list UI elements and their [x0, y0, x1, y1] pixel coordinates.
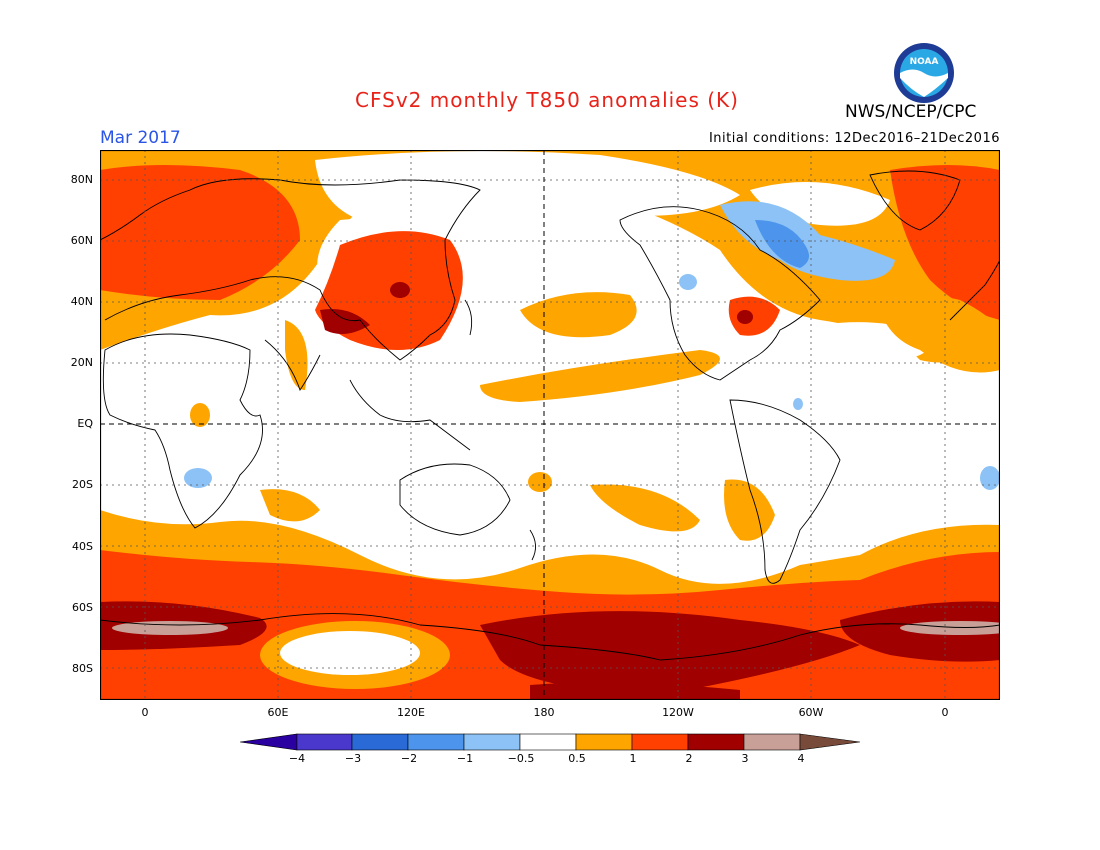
coast-nz	[529, 529, 536, 561]
colorbar	[240, 733, 861, 751]
lon-label: 120E	[397, 706, 425, 719]
colorbar-swatch	[631, 733, 689, 751]
anomaly-darkred-asia-1	[320, 309, 370, 334]
colorbar-swatch	[463, 733, 521, 751]
anomaly-darkred-us	[737, 310, 753, 324]
initial-conditions: Initial conditions: 12Dec2016–21Dec2016	[708, 131, 1000, 146]
agency-label: NWS/NCEP/CPC	[845, 102, 977, 122]
colorbar-label: −0.5	[507, 752, 535, 765]
map-title: CFSv2 monthly T850 anomalies (K)	[0, 88, 1100, 112]
lat-label: 60S	[72, 601, 93, 614]
anomaly-white-arctic	[315, 151, 740, 220]
anomaly-red-greenland	[890, 165, 1000, 320]
anomaly-red-europe	[100, 165, 300, 300]
anomaly-orange-indian-2	[285, 320, 308, 390]
anomaly-band-darkred-south-2	[480, 611, 860, 695]
lat-label: 40S	[72, 540, 93, 553]
anomaly-white-antarctic	[280, 631, 420, 675]
lon-label: 0	[141, 706, 149, 719]
lat-label: EQ	[77, 417, 93, 430]
map-frame	[100, 150, 1000, 700]
colorbar-label: 4	[797, 752, 805, 765]
anomaly-orange-africa	[190, 403, 210, 427]
anomaly-darkred-asia-2	[390, 282, 410, 298]
lat-label: 20N	[70, 356, 93, 369]
coast-greenland	[869, 170, 961, 231]
colorbar-label: 0.5	[568, 752, 586, 765]
lat-label: 80S	[72, 662, 93, 675]
colorbar-swatch	[575, 733, 633, 751]
colorbar-label: −3	[344, 752, 362, 765]
coast-europe	[949, 259, 1000, 321]
anomaly-orange-nepacific	[520, 292, 637, 338]
anomaly-orange-indian	[260, 489, 320, 522]
coast-japan	[464, 299, 473, 336]
colorbar-label: −2	[400, 752, 418, 765]
anomaly-orange-spacific-2	[724, 479, 775, 541]
coast-antarctica	[100, 613, 1000, 661]
colorbar-label: 2	[685, 752, 693, 765]
lat-label: 40N	[70, 295, 93, 308]
anomaly-orange-atlantic-w	[880, 296, 1000, 373]
anomaly-red-us	[728, 296, 780, 336]
colorbar-arrow-high	[799, 733, 861, 751]
logo-text: NOAA	[910, 57, 939, 67]
lat-label: 80N	[70, 173, 93, 186]
colorbar-swatch	[687, 733, 745, 751]
lat-label: 60N	[70, 234, 93, 247]
lon-label: 0	[941, 706, 949, 719]
coast-india	[264, 339, 321, 392]
colorbar-label: 3	[741, 752, 749, 765]
anomaly-blue-tropical	[793, 398, 803, 410]
anomaly-blue-westus	[679, 274, 697, 290]
colorbar-arrow-low	[240, 733, 298, 751]
colorbar-swatch	[407, 733, 465, 751]
anomaly-orange-spacific	[590, 484, 700, 532]
lon-label: 60E	[267, 706, 289, 719]
anomaly-tan-south-2	[900, 621, 1000, 635]
coast-seasia	[349, 379, 471, 451]
anomaly-orange-coral	[528, 472, 552, 492]
colorbar-swatch	[296, 733, 353, 751]
lon-label: 120W	[662, 706, 694, 719]
anomaly-blue-safrica	[184, 468, 212, 488]
lat-label: 20S	[72, 478, 93, 491]
colorbar-label: −4	[288, 752, 306, 765]
anomaly-blue-canada	[755, 220, 809, 268]
map-title-text: CFSv2 monthly T850 anomalies (K)	[355, 88, 739, 112]
anomaly-band-darkred-south-4	[530, 682, 740, 700]
colorbar-label: 1	[629, 752, 637, 765]
coast-africa	[102, 333, 263, 529]
noaa-logo: NOAA	[894, 43, 954, 103]
colorbar-swatch	[351, 733, 409, 751]
colorbar-label: −1	[456, 752, 474, 765]
coast-australia	[399, 463, 511, 536]
valid-month: Mar 2017	[100, 128, 181, 148]
colorbar-swatch	[519, 733, 577, 751]
anomaly-map	[100, 150, 1000, 700]
lon-label: 180	[533, 706, 555, 719]
coast-north-america	[619, 206, 821, 381]
graticule	[100, 150, 1000, 700]
coast-eurasia	[100, 178, 481, 361]
lon-label: 60W	[798, 706, 824, 719]
colorbar-swatch	[743, 733, 801, 751]
anomaly-blue-satlantic	[980, 466, 1000, 490]
